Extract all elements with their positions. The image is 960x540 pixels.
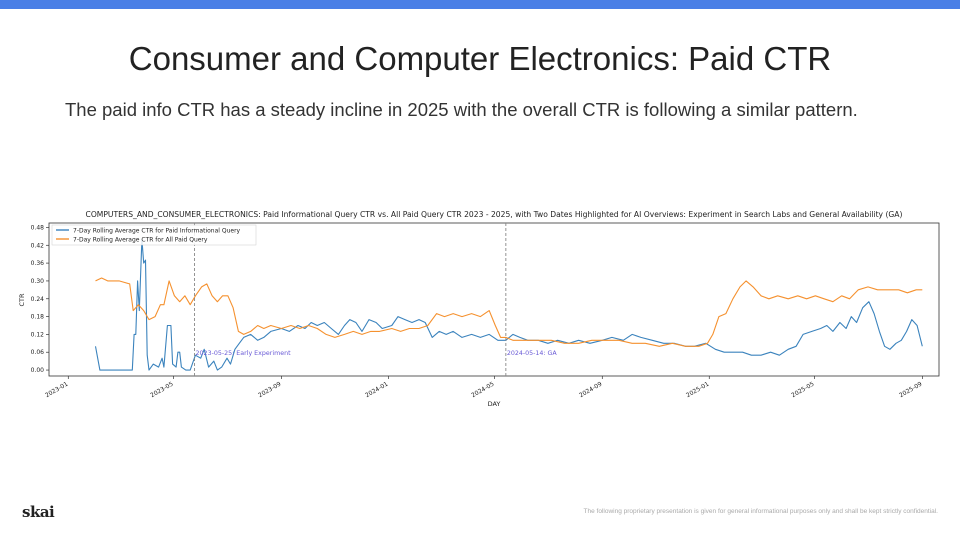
y-tick-label: 0.48 bbox=[31, 224, 45, 231]
y-axis-label: CTR bbox=[18, 293, 26, 307]
slide-subtitle: The paid info CTR has a steady incline i… bbox=[65, 99, 858, 120]
y-tick-label: 0.00 bbox=[31, 367, 45, 374]
x-tick-label: 2024-01 bbox=[364, 381, 389, 400]
y-tick-label: 0.30 bbox=[31, 278, 45, 285]
plot-frame bbox=[48, 222, 940, 377]
vline-annotation-1: 2023-05-25: Early Experiment bbox=[196, 350, 292, 357]
x-tick-label: 2025-05 bbox=[790, 381, 815, 400]
vline-annotation-2: 2024-05-14: GA bbox=[507, 350, 558, 357]
chart-svg: COMPUTERS_AND_CONSUMER_ELECTRONICS: Paid… bbox=[18, 210, 940, 408]
x-tick-label: 2025-09 bbox=[898, 381, 923, 400]
x-tick-label: 2023-01 bbox=[44, 381, 69, 400]
top-accent-bar bbox=[0, 0, 960, 9]
y-tick-label: 0.24 bbox=[31, 296, 45, 303]
confidentiality-footer: The following proprietary presentation i… bbox=[583, 508, 938, 515]
legend-label-all: 7-Day Rolling Average CTR for All Paid Q… bbox=[73, 236, 208, 243]
x-axis-label: DAY bbox=[488, 400, 501, 408]
x-tick-label: 2023-09 bbox=[257, 381, 282, 400]
series-line-paid-info bbox=[94, 238, 923, 371]
y-tick-label: 0.18 bbox=[31, 314, 45, 321]
x-tick-label: 2024-05 bbox=[470, 381, 495, 400]
chart-legend: 7-Day Rolling Average CTR for Paid Infor… bbox=[51, 224, 257, 246]
legend-box bbox=[51, 224, 257, 246]
ctr-line-chart: COMPUTERS_AND_CONSUMER_ELECTRONICS: Paid… bbox=[15, 205, 945, 415]
x-tick-label: 2025-01 bbox=[685, 381, 710, 400]
y-tick-label: 0.12 bbox=[31, 331, 45, 338]
chart-title: COMPUTERS_AND_CONSUMER_ELECTRONICS: Paid… bbox=[86, 210, 903, 219]
legend-label-info: 7-Day Rolling Average CTR for Paid Infor… bbox=[73, 227, 241, 234]
x-tick-label: 2023-05 bbox=[149, 381, 174, 400]
slide-title: Consumer and Computer Electronics: Paid … bbox=[128, 40, 832, 77]
y-tick-label: 0.06 bbox=[31, 349, 45, 356]
y-tick-label: 0.42 bbox=[31, 242, 45, 249]
x-tick-label: 2024-09 bbox=[578, 381, 603, 400]
skai-logo: skai bbox=[22, 503, 55, 521]
series-line-all-paid bbox=[95, 277, 923, 347]
y-tick-label: 0.36 bbox=[31, 260, 45, 267]
